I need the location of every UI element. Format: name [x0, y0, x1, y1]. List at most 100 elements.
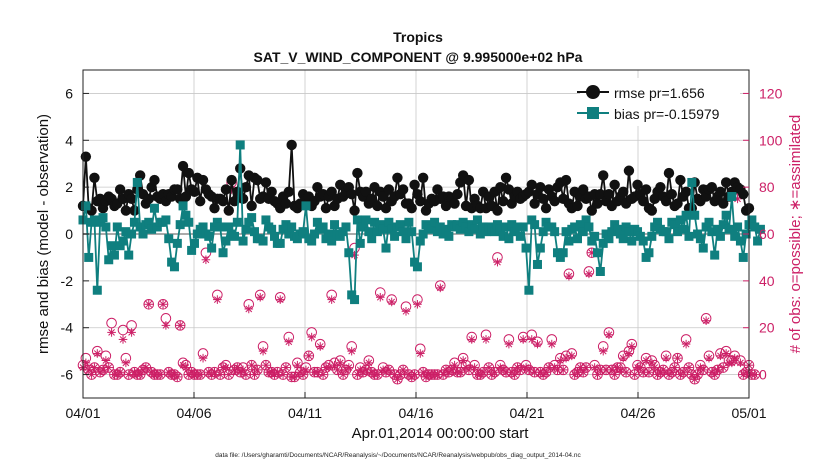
right-tick-label: 0	[759, 367, 767, 383]
bias-point	[472, 215, 482, 225]
rmse-point	[595, 188, 606, 200]
bias-point	[301, 201, 311, 211]
obs-assimilated-point	[244, 304, 254, 314]
star-stroke	[737, 359, 744, 367]
legend-rmse-label: rmse pr=1.656	[614, 85, 705, 101]
bias-point	[84, 252, 94, 262]
star-stroke	[659, 366, 667, 374]
bias-point	[104, 255, 114, 265]
bias-point	[175, 220, 185, 230]
rmse-point	[706, 181, 718, 193]
star-stroke	[362, 366, 370, 374]
obs-assimilated-point	[333, 365, 342, 375]
rmse-point	[397, 184, 409, 195]
obs-assimilated-point	[518, 335, 528, 344]
bias-point	[527, 215, 537, 225]
star-stroke	[248, 361, 256, 369]
obs-assimilated-point	[678, 367, 688, 377]
obs-assimilated-point	[275, 295, 285, 304]
star-stroke	[751, 371, 759, 378]
rmse-point	[126, 193, 137, 205]
star-stroke	[336, 359, 344, 367]
star-stroke	[605, 331, 613, 339]
bias-point	[107, 241, 117, 251]
rmse-point	[415, 196, 426, 207]
bias-point	[435, 222, 445, 232]
bias-point	[364, 227, 374, 237]
rmse-point	[406, 203, 417, 214]
bias-point	[467, 220, 477, 230]
obs-assimilated-point	[327, 295, 336, 304]
bias-point	[330, 220, 340, 230]
bias-point	[715, 231, 725, 241]
rmse-point	[180, 191, 192, 202]
bias-point	[512, 222, 522, 232]
bias-point	[144, 217, 154, 227]
star-stroke	[391, 371, 398, 378]
bias-point	[372, 227, 382, 237]
bias-point	[112, 222, 122, 232]
bias-point	[135, 222, 145, 232]
star-stroke	[565, 272, 573, 280]
star-stroke	[576, 364, 584, 371]
star-stroke	[88, 371, 95, 378]
left-tick-label: -4	[61, 320, 74, 336]
bias-point	[378, 224, 388, 234]
bias-point	[184, 217, 194, 227]
bias-point	[478, 222, 488, 232]
obs-assimilated-point	[690, 374, 699, 384]
star-stroke	[579, 368, 587, 376]
star-stroke	[648, 359, 656, 367]
bias-point	[138, 229, 148, 239]
star-stroke	[182, 364, 190, 371]
bias-point	[152, 222, 162, 232]
bias-point	[710, 250, 720, 260]
bias-point	[229, 231, 239, 241]
star-stroke	[416, 350, 424, 357]
rmse-point	[572, 200, 583, 212]
obs-assimilated-point	[284, 337, 294, 347]
bias-point	[92, 285, 102, 295]
bias-point	[747, 215, 757, 225]
obs-assimilated-point	[601, 365, 611, 375]
rmse-point	[432, 184, 443, 195]
bias-point	[347, 290, 357, 300]
star-stroke	[479, 368, 487, 376]
rmse-point	[320, 203, 332, 214]
x-tick-label: 04/01	[65, 405, 100, 421]
obs-assimilated-point	[390, 370, 399, 379]
rmse-point	[578, 184, 589, 195]
star-stroke	[294, 361, 301, 369]
star-stroke	[622, 368, 630, 376]
star-stroke	[93, 350, 101, 357]
star-stroke	[554, 366, 561, 374]
rmse-point	[237, 193, 249, 205]
bias-point	[418, 229, 428, 239]
rmse-point	[80, 151, 92, 162]
star-stroke	[213, 296, 221, 303]
star-stroke	[316, 343, 324, 350]
star-stroke	[276, 296, 284, 303]
obs-possible-point	[303, 350, 315, 362]
star-stroke	[399, 366, 407, 374]
star-stroke	[591, 364, 599, 371]
bias-point	[89, 215, 99, 225]
rmse-point	[89, 172, 100, 183]
bias-point	[641, 252, 651, 262]
bias-point	[129, 217, 139, 227]
bias-point	[681, 210, 691, 220]
obs-assimilated-point	[490, 367, 499, 377]
x-tick-label: 04/21	[509, 405, 544, 421]
star-stroke	[302, 366, 310, 374]
obs-assimilated-point	[544, 363, 554, 372]
bias-point	[312, 217, 322, 227]
star-stroke	[216, 371, 224, 378]
bias-point	[241, 224, 251, 234]
obs-assimilated-point	[101, 356, 111, 365]
star-stroke	[419, 368, 427, 376]
obs-assimilated-point	[647, 358, 657, 368]
star-stroke	[108, 329, 115, 336]
obs-assimilated-point	[636, 363, 645, 372]
obs-assimilated-point	[718, 363, 728, 372]
star-stroke	[394, 375, 401, 383]
